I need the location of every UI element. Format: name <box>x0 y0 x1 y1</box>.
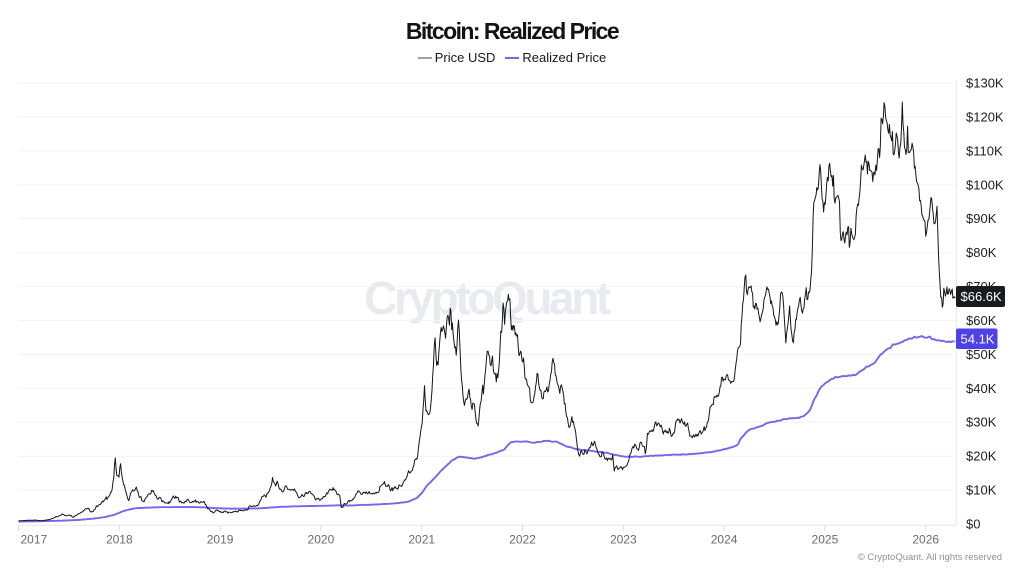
svg-text:54.1K: 54.1K <box>961 331 995 346</box>
svg-text:$50K: $50K <box>966 347 997 362</box>
svg-text:2019: 2019 <box>207 533 234 547</box>
svg-text:$0: $0 <box>966 517 980 532</box>
svg-text:2021: 2021 <box>408 533 435 547</box>
svg-text:$130K: $130K <box>966 76 1004 91</box>
svg-text:2024: 2024 <box>711 533 738 547</box>
svg-text:2017: 2017 <box>21 533 48 547</box>
svg-text:$120K: $120K <box>966 110 1004 125</box>
svg-text:$60K: $60K <box>966 313 997 328</box>
svg-text:$90K: $90K <box>966 211 997 226</box>
svg-text:$10K: $10K <box>966 483 997 498</box>
svg-text:2023: 2023 <box>610 533 637 547</box>
svg-text:$40K: $40K <box>966 381 997 396</box>
svg-text:2025: 2025 <box>812 533 839 547</box>
svg-text:$100K: $100K <box>966 177 1004 192</box>
svg-text:$66.6K: $66.6K <box>961 289 1003 304</box>
svg-text:2026: 2026 <box>912 533 939 547</box>
svg-text:$110K: $110K <box>966 143 1003 158</box>
svg-text:$80K: $80K <box>966 245 997 260</box>
svg-text:2018: 2018 <box>106 533 133 547</box>
svg-text:2020: 2020 <box>308 533 335 547</box>
svg-text:2022: 2022 <box>509 533 536 547</box>
svg-text:$30K: $30K <box>966 415 997 430</box>
svg-text:$20K: $20K <box>966 449 997 464</box>
